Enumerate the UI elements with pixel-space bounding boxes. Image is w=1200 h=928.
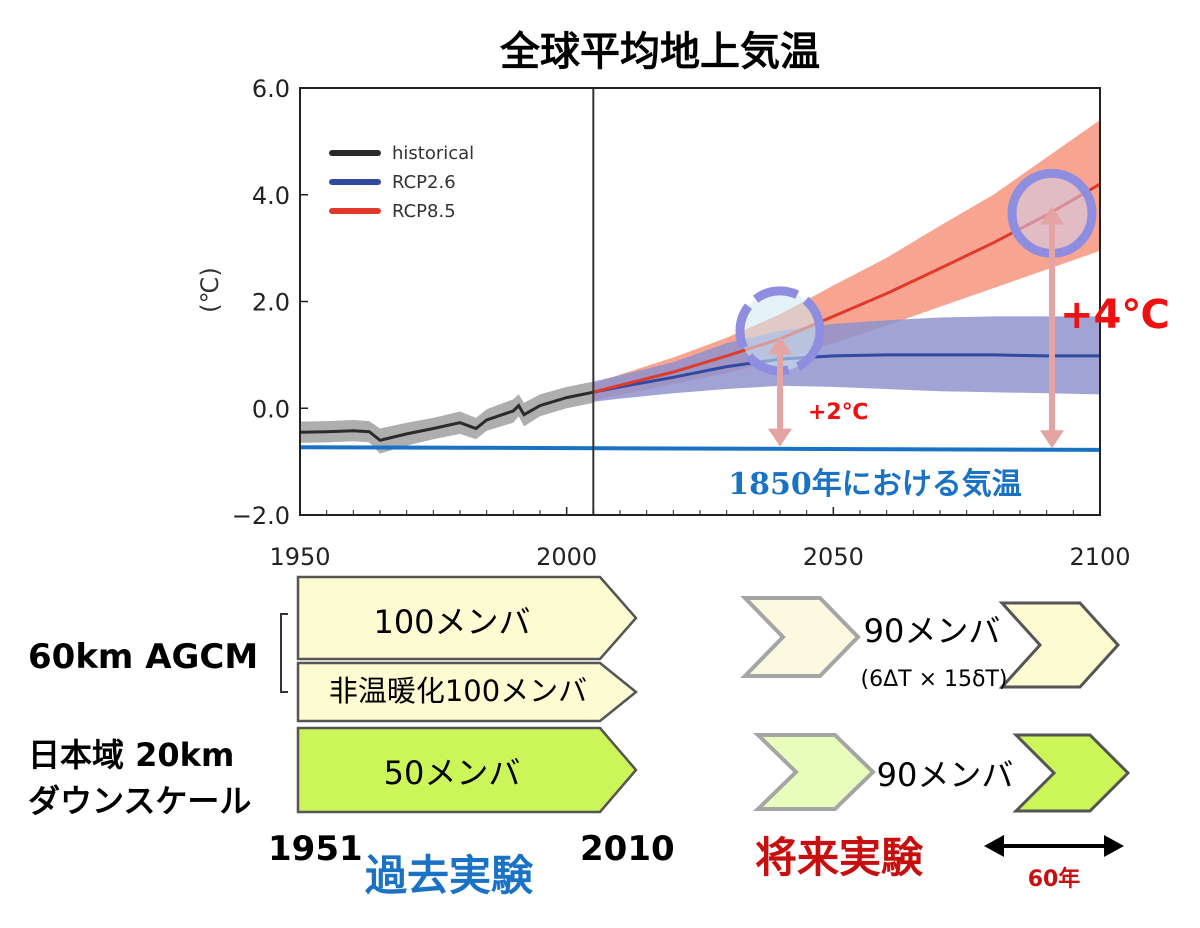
past-50-members-box — [296, 726, 638, 814]
start-year-label: 1951 — [268, 829, 363, 869]
line-rcp2-6 — [593, 353, 1100, 394]
span-60-years-label: 60年 — [1028, 866, 1081, 892]
agcm-bracket — [280, 613, 288, 693]
past-non-warming-box — [296, 661, 638, 723]
baseline-label: 1850年における気温 — [728, 467, 1022, 502]
arrow-head-up — [768, 336, 792, 355]
future-chevron-2a — [753, 733, 876, 811]
past-100-members-label: 100メンバ — [373, 603, 530, 641]
baseline-1850-line — [299, 445, 1101, 452]
x-tick-label: 1950 — [269, 543, 330, 571]
x-tick-label: 2100 — [1069, 543, 1130, 571]
past-100-members-box — [296, 575, 638, 661]
past-50-members-label: 50メンバ — [384, 754, 521, 792]
legend-label-historical: historical — [392, 143, 474, 164]
past-experiment-label: 過去実験 — [365, 851, 534, 900]
future-experiment-label: 将来実験 — [755, 833, 924, 882]
y-tick-label: 4.0 — [252, 182, 290, 210]
future-90-members-label-1: 90メンバ — [864, 612, 1001, 650]
future-chevron-1a — [740, 596, 861, 678]
x-tick-label: 2050 — [803, 543, 864, 571]
past-non-warming-label: 非温暖化100メンバ — [329, 674, 587, 708]
chart-title: 全球平均地上気温 — [499, 29, 820, 75]
future-90-members-label-2: 90メンバ — [877, 756, 1014, 794]
y-tick-label: 2.0 — [252, 289, 290, 317]
band-rcp2-6 — [593, 316, 1100, 402]
rcm-20km-label-line1: 日本域 20km — [28, 736, 234, 774]
legend-label-rcp8-5: RCP8.5 — [392, 201, 456, 222]
warming-arrow-plus2 — [768, 336, 792, 447]
x-tick-label: 2000 — [536, 543, 597, 571]
legend-label-rcp2-6: RCP2.6 — [392, 172, 456, 193]
y-tick-label: 6.0 — [252, 75, 290, 103]
future-chevron-1b — [998, 601, 1121, 689]
arrow-head-down — [1040, 430, 1064, 449]
plus-4-degree-label: +4℃ — [1060, 292, 1170, 338]
line-rcp8-5 — [592, 182, 1101, 394]
warming-arrow-plus4 — [1040, 206, 1064, 449]
future-chevron-2b — [1012, 733, 1131, 813]
span-arrow — [984, 835, 1124, 857]
plus-2-degree-label: +2℃ — [808, 400, 868, 425]
rcm-20km-label-line2: ダウンスケール — [28, 782, 251, 820]
arrow-head-up — [1040, 206, 1064, 225]
chart-legend: historical RCP2.6 RCP8.5 — [329, 143, 474, 222]
line-historical — [299, 390, 594, 442]
arrow-head-down — [768, 428, 792, 447]
y-tick-label: −2.0 — [232, 502, 290, 530]
band-historical — [300, 381, 594, 454]
y-axis-label: (℃) — [196, 267, 224, 313]
agcm-60km-label: 60km AGCM — [28, 637, 258, 677]
end-year-label: 2010 — [580, 829, 675, 869]
future-ensemble-note: (6ΔT × 15δT) — [861, 667, 1008, 692]
y-tick-label: 0.0 — [252, 395, 290, 423]
